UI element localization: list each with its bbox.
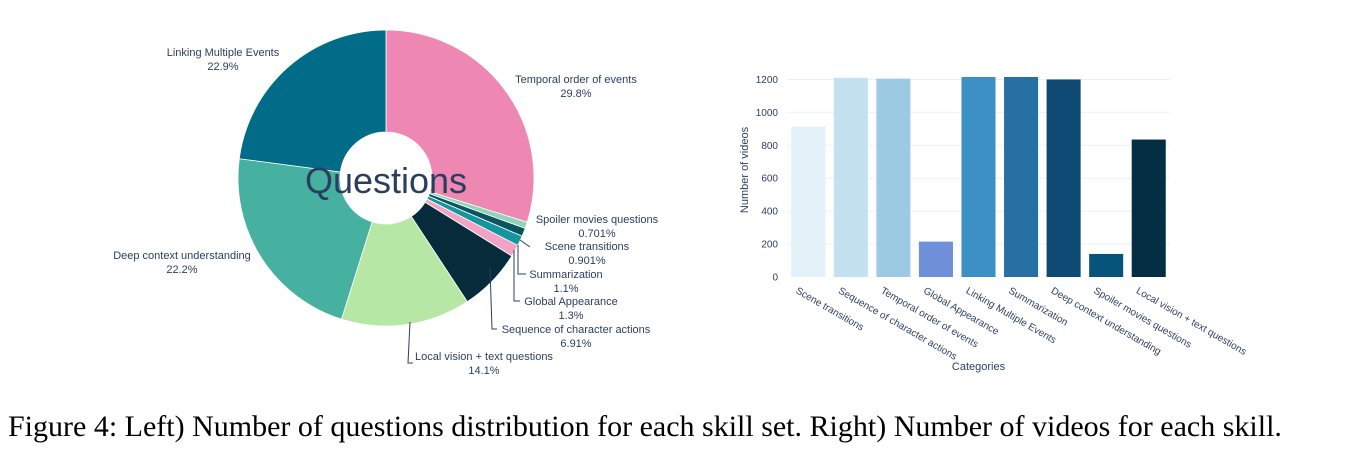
x-axis-title: Categories [952,361,1006,373]
pie-slice-linking-multiple-events [238,29,387,173]
pie-leader-line [517,245,526,275]
y-tick-label: 200 [761,240,778,251]
pie-label-name: Temporal order of events [515,74,637,86]
bar-scene-transitions [791,126,826,277]
pie-label-percent: 1.3% [558,310,583,322]
bar-linking-multiple-events [961,76,996,277]
pie-center-text: Questions [305,160,467,201]
pie-label-name: Scene transitions [545,241,630,253]
y-axis-title: Number of videos [739,126,751,213]
pie-leader-line [513,250,520,302]
pie-slice-temporal-order-of-events [385,29,535,223]
pie-label-name: Sequence of character actions [502,324,651,336]
y-tick-label: 1200 [756,75,779,86]
pie-label-name: Linking Multiple Events [167,47,280,59]
pie-label-percent: 0.901% [568,255,606,267]
pie-slice-local-vision-text-questions [341,215,468,327]
bar-deep-context-understanding [1046,79,1081,277]
pie-label-percent: 29.8% [560,88,591,100]
bar-summarization [1004,76,1039,277]
pie-leader-line [407,321,413,364]
pie-label-percent: 14.1% [468,365,499,377]
y-tick-label: 800 [761,141,778,152]
pie-labels: Temporal order of events 29.8% Spoiler mov… [113,47,658,377]
pie-label-name: Local vision + text questions [415,351,553,363]
bar-local-vision-text-questions [1131,139,1166,277]
pie-leader-line [489,267,497,330]
bar-spoiler-movies-questions [1089,253,1124,277]
y-tick-label: 1000 [756,108,779,119]
pie-label-name: Global Appearance [524,296,618,308]
pie-chart [237,29,535,327]
pie-label-name: Summarization [529,269,602,281]
bar-temporal-order-of-events [876,78,911,277]
pie-leader-line [519,239,531,248]
figure: Questions Temporal order of events 29.8% S… [113,29,1248,377]
pie-label-percent: 6.91% [560,338,591,350]
pie-label-percent: 1.1% [553,283,578,295]
pie-label-name: Deep context understanding [113,250,251,262]
pie-label-percent: 0.701% [578,228,616,240]
bar-global-appearance [918,241,953,277]
bar-sequence-of-character-actions [833,77,868,277]
y-tick-label: 400 [761,207,778,218]
pie-label-percent: 22.2% [166,264,197,276]
pie-slice-deep-context-understanding [237,158,373,320]
y-tick-label: 0 [772,273,778,284]
figure-caption: Figure 4: Left) Number of questions dist… [8,410,1282,443]
pie-label-percent: 22.9% [207,61,238,73]
pie-label-name: Spoiler movies questions [536,214,659,226]
y-tick-label: 600 [761,174,778,185]
